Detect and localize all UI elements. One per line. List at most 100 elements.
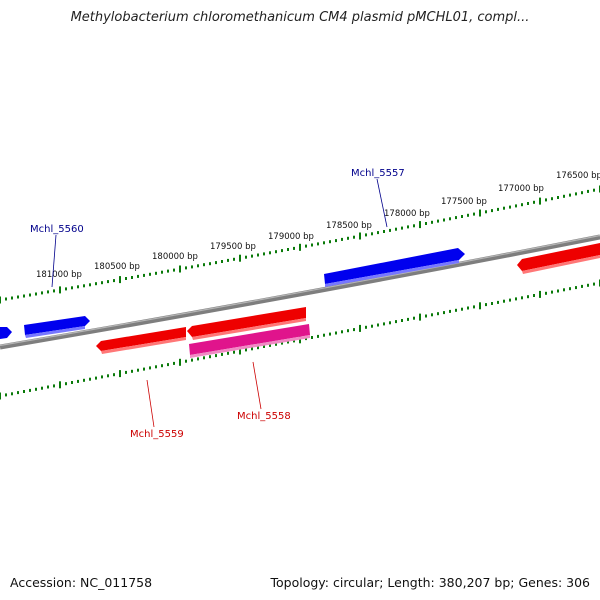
outer-ruler-minor-tick xyxy=(473,212,475,216)
inner-ruler-minor-tick xyxy=(77,379,79,383)
inner-ruler-minor-tick xyxy=(29,388,31,392)
gene-arrow-mchl-5558[interactable] xyxy=(189,324,310,355)
outer-ruler-major-tick xyxy=(119,276,121,284)
tick-label-177000: 177000 bp xyxy=(498,184,544,194)
outer-ruler-minor-tick xyxy=(53,289,55,293)
gene-arrow-mchl-5559-shadow xyxy=(101,337,186,354)
outer-ruler-minor-tick xyxy=(503,206,505,210)
inner-ruler-minor-tick xyxy=(287,340,289,344)
outer-ruler-minor-tick xyxy=(395,227,397,231)
forward-genes xyxy=(0,248,465,339)
outer-ruler-minor-tick xyxy=(41,291,43,295)
outer-ruler-minor-tick xyxy=(455,216,457,220)
outer-ruler-minor-tick xyxy=(557,196,559,199)
topology-text: Topology: circular; Length: 380,207 bp; … xyxy=(270,575,591,590)
outer-ruler-minor-tick xyxy=(449,217,451,221)
inner-ruler-minor-tick xyxy=(191,358,193,362)
inner-ruler-minor-tick xyxy=(275,342,277,346)
inner-ruler-minor-tick xyxy=(155,365,157,369)
inner-ruler-minor-tick xyxy=(593,282,595,286)
inner-ruler-minor-tick xyxy=(263,345,265,348)
gene-label-mchl-5558[interactable]: Mchl_5558 xyxy=(237,411,291,422)
inner-ruler-minor-tick xyxy=(551,290,553,294)
inner-ruler-major-tick xyxy=(539,290,541,298)
inner-ruler-minor-tick xyxy=(323,333,325,337)
outer-ruler-major-tick xyxy=(479,209,481,217)
gene-label-mchl-5557[interactable]: Mchl_5557 xyxy=(351,168,405,179)
inner-ruler-minor-tick xyxy=(101,375,103,379)
inner-ruler-minor-tick xyxy=(365,325,367,329)
plasmid-backbone xyxy=(0,234,600,350)
inner-ruler-minor-tick xyxy=(515,297,517,301)
inner-ruler-minor-tick xyxy=(401,319,403,322)
outer-ruler-minor-tick xyxy=(563,194,565,198)
inner-ruler-minor-tick xyxy=(95,376,97,380)
gene-arrow-mchl-5557[interactable] xyxy=(324,248,465,284)
gene-arrow-red-middle[interactable] xyxy=(187,307,306,337)
inner-ruler-minor-tick xyxy=(185,359,187,363)
inner-ruler-major-tick xyxy=(299,336,301,344)
outer-ruler-minor-tick xyxy=(527,202,529,205)
outer-ruler-minor-tick xyxy=(515,204,517,208)
gene-arrow-red-right[interactable] xyxy=(517,243,600,271)
inner-ruler-minor-tick xyxy=(527,295,529,299)
outer-ruler-minor-tick xyxy=(461,215,463,218)
outer-ruler-minor-tick xyxy=(269,251,271,255)
outer-ruler-major-tick xyxy=(299,243,301,251)
outer-ruler-minor-tick xyxy=(491,209,493,213)
inner-ruler-minor-tick xyxy=(347,329,349,333)
leader-mchl-5557 xyxy=(376,178,388,228)
inner-ruler-minor-tick xyxy=(317,334,319,338)
tick-label-178500: 178500 bp xyxy=(326,221,372,231)
inner-ruler-minor-tick xyxy=(521,296,523,300)
inner-ruler-minor-tick xyxy=(395,320,397,324)
outer-ruler-minor-tick xyxy=(113,279,115,283)
inner-ruler-minor-tick xyxy=(467,306,469,310)
outer-ruler-minor-tick xyxy=(323,241,325,245)
outer-ruler-minor-tick xyxy=(23,294,25,298)
inner-ruler-minor-tick xyxy=(473,305,475,309)
inner-ruler-minor-tick xyxy=(35,387,37,391)
inner-ruler-minor-tick xyxy=(335,331,337,335)
plasmid-backbone-highlight xyxy=(0,234,600,347)
inner-ruler-minor-tick xyxy=(281,341,283,345)
inner-ruler-minor-tick xyxy=(407,317,409,321)
inner-ruler-minor-tick xyxy=(227,351,229,355)
outer-ruler-minor-tick xyxy=(149,272,151,276)
gene-label-mchl-5559[interactable]: Mchl_5559 xyxy=(130,429,184,440)
inner-ruler-minor-tick xyxy=(125,370,127,374)
outer-ruler-minor-tick xyxy=(377,231,379,235)
inner-ruler-minor-tick xyxy=(83,378,85,382)
gene-arrow-red-middle-shadow xyxy=(192,318,306,340)
inner-ruler-minor-tick xyxy=(203,356,205,360)
inner-ruler xyxy=(0,279,600,400)
inner-ruler-minor-tick xyxy=(293,339,295,343)
inner-ruler-major-tick xyxy=(359,324,361,332)
outer-ruler-minor-tick xyxy=(245,255,247,259)
outer-ruler-minor-tick xyxy=(437,219,439,223)
gene-arrow-mchl-5560-shadow xyxy=(25,326,85,338)
gene-arrow-mchl-5559[interactable] xyxy=(96,327,186,351)
gene-label-mchl-5560[interactable]: Mchl_5560 xyxy=(30,224,84,235)
outer-ruler-minor-tick xyxy=(287,248,289,251)
outer-ruler-minor-tick xyxy=(95,282,97,286)
outer-ruler-major-tick xyxy=(239,254,241,262)
tick-labels: 181000 bp 180500 bp 180000 bp 179500 bp … xyxy=(36,171,600,280)
inner-ruler-major-tick xyxy=(239,347,241,355)
gene-arrow-mchl-5560[interactable] xyxy=(24,316,90,335)
tick-label-180000: 180000 bp xyxy=(152,252,198,262)
outer-ruler-minor-tick xyxy=(497,207,499,211)
inner-ruler-minor-tick xyxy=(431,313,433,317)
inner-ruler-minor-tick xyxy=(233,350,235,354)
outer-ruler-minor-tick xyxy=(383,230,385,233)
inner-ruler-minor-tick xyxy=(491,302,493,305)
inner-ruler-minor-tick xyxy=(197,357,199,361)
outer-ruler-minor-tick xyxy=(191,265,193,269)
inner-ruler-minor-tick xyxy=(443,311,445,315)
gene-arrow-left-edge[interactable] xyxy=(0,327,12,339)
outer-ruler-minor-tick xyxy=(485,210,487,214)
outer-ruler-minor-tick xyxy=(35,292,37,296)
inner-ruler-major-tick xyxy=(419,313,421,321)
inner-ruler-major-tick xyxy=(119,370,121,378)
